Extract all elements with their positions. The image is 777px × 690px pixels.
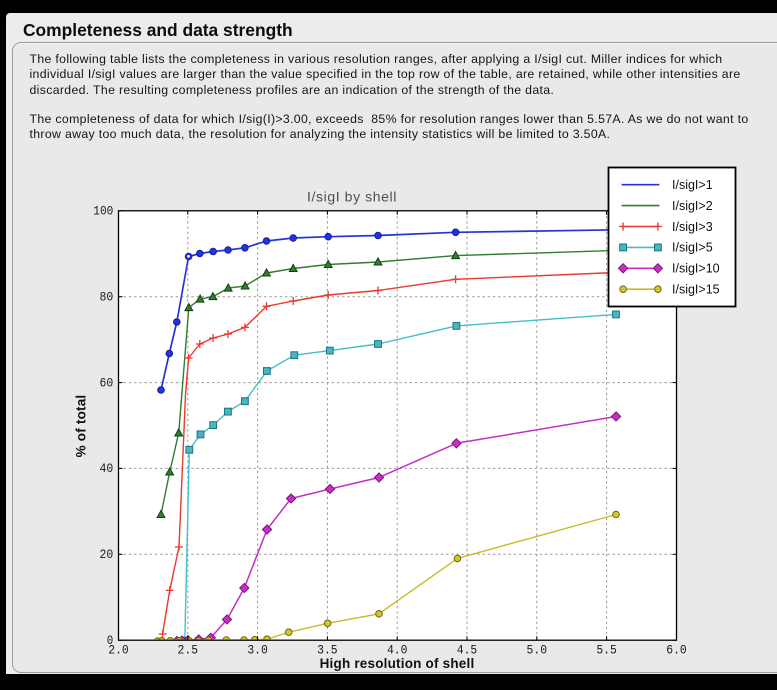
svg-text:2.0: 2.0 (108, 642, 129, 657)
svg-text:3.5: 3.5 (317, 642, 338, 657)
svg-text:I/sigI>1: I/sigI>1 (672, 178, 713, 192)
svg-text:4.5: 4.5 (457, 642, 478, 657)
svg-text:2.5: 2.5 (178, 642, 199, 657)
svg-text:I/sigI>3: I/sigI>3 (672, 220, 713, 234)
svg-text:100: 100 (93, 204, 113, 219)
svg-text:20: 20 (100, 547, 114, 562)
svg-text:High resolution of shell: High resolution of shell (320, 656, 475, 671)
svg-text:I/sigI>5: I/sigI>5 (672, 241, 713, 255)
svg-text:I/sigI>2: I/sigI>2 (672, 199, 713, 213)
svg-text:4.0: 4.0 (387, 642, 408, 657)
svg-text:60: 60 (100, 375, 114, 390)
svg-text:40: 40 (100, 461, 114, 476)
svg-text:I/sigI>10: I/sigI>10 (672, 262, 720, 276)
svg-text:0: 0 (107, 633, 114, 648)
svg-text:5.0: 5.0 (527, 642, 548, 657)
svg-text:3.0: 3.0 (247, 642, 268, 657)
svg-text:80: 80 (100, 289, 114, 304)
svg-text:I/sigI>15: I/sigI>15 (672, 283, 720, 297)
svg-text:6.0: 6.0 (666, 642, 687, 657)
svg-text:5.5: 5.5 (596, 642, 617, 657)
svg-text:% of total: % of total (74, 395, 89, 458)
svg-text:I/sigI by shell: I/sigI by shell (307, 188, 397, 204)
